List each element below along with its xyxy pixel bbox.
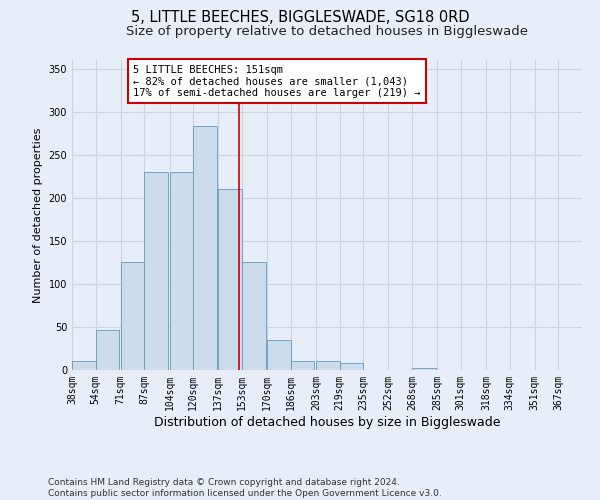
Bar: [121, 262, 145, 370]
Text: 5 LITTLE BEECHES: 151sqm
← 82% of detached houses are smaller (1,043)
17% of sem: 5 LITTLE BEECHES: 151sqm ← 82% of detach…: [133, 64, 421, 98]
Y-axis label: Number of detached properties: Number of detached properties: [33, 128, 43, 302]
Bar: [145, 172, 168, 370]
Text: Contains HM Land Registry data © Crown copyright and database right 2024.
Contai: Contains HM Land Registry data © Crown c…: [48, 478, 442, 498]
Bar: [316, 360, 340, 370]
Bar: [291, 360, 314, 370]
Bar: [412, 368, 436, 370]
Bar: [95, 330, 119, 370]
Bar: [170, 172, 193, 370]
Bar: [340, 363, 363, 370]
Bar: [72, 362, 95, 370]
X-axis label: Distribution of detached houses by size in Biggleswade: Distribution of detached houses by size …: [154, 416, 500, 428]
Bar: [218, 189, 242, 370]
Bar: [267, 340, 291, 370]
Title: Size of property relative to detached houses in Biggleswade: Size of property relative to detached ho…: [126, 25, 528, 38]
Bar: [242, 262, 266, 370]
Bar: [193, 126, 217, 370]
Text: 5, LITTLE BEECHES, BIGGLESWADE, SG18 0RD: 5, LITTLE BEECHES, BIGGLESWADE, SG18 0RD: [131, 10, 469, 25]
